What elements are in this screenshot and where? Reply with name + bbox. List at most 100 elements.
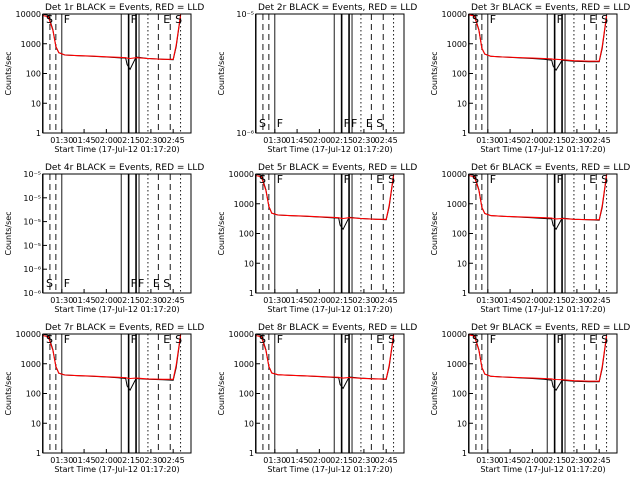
y-axis-label: Counts/sec <box>217 51 226 95</box>
chart-title: Det 9r BLACK = Events, RED = LLD <box>471 323 630 333</box>
phase-marker-label: S <box>259 333 266 346</box>
plot-frame <box>42 173 192 294</box>
y-tick-label: 10 <box>457 419 467 428</box>
x-tick-label: 02:00 <box>521 136 544 145</box>
x-tick-label: 01:30 <box>263 456 286 465</box>
x-tick-label: 02:45 <box>375 296 398 305</box>
x-tick-label: 01:30 <box>50 456 73 465</box>
x-tick-label: 02:45 <box>588 456 611 465</box>
y-axis-label: Counts/sec <box>217 211 226 255</box>
phase-marker-label: S <box>601 173 608 186</box>
detector-panel: Det 9r BLACK = Events, RED = LLD S F F E S 1 10… <box>426 320 639 480</box>
x-tick-label: 02:00 <box>95 136 118 145</box>
x-tick-label: 02:30 <box>565 456 588 465</box>
x-tick-label: 01:30 <box>263 296 286 305</box>
plot-frame <box>468 13 618 134</box>
x-tick-label: 01:30 <box>50 136 73 145</box>
detector-panel: Det 5r BLACK = Events, RED = LLD S F F E S 1 10… <box>213 160 426 320</box>
y-tick-label: 1 <box>249 289 254 298</box>
y-axis-label: Counts/sec <box>4 51 13 95</box>
y-axis-label: Counts/sec <box>4 211 13 255</box>
phase-marker-label: F <box>277 117 283 130</box>
x-tick-label: 01:30 <box>476 136 499 145</box>
x-tick-label: 02:45 <box>588 296 611 305</box>
phase-marker-label: F <box>490 333 496 346</box>
y-tick-label: 10 <box>457 99 467 108</box>
lld-series-line <box>468 174 608 221</box>
x-tick-label: 01:30 <box>476 456 499 465</box>
detector-panel: Det 1r BLACK = Events, RED = LLD S F F E S 1 10… <box>0 0 213 160</box>
phase-marker-label: S <box>175 333 182 346</box>
phase-marker-label: S <box>601 13 608 26</box>
phase-marker-label: F <box>277 173 283 186</box>
x-tick-label: 02:45 <box>162 456 185 465</box>
x-tick-label: 02:30 <box>565 296 588 305</box>
y-tick-label: 10 <box>31 99 41 108</box>
x-tick-label: 02:15 <box>543 456 566 465</box>
x-tick-label: 02:15 <box>330 296 353 305</box>
y-tick-label: 1 <box>36 129 41 138</box>
x-tick-label: 02:15 <box>117 136 140 145</box>
y-tick-label: 1000 <box>21 360 41 369</box>
x-tick-label: 02:15 <box>117 456 140 465</box>
x-tick-label: 01:45 <box>73 296 96 305</box>
x-axis-label: Start Time (17-Jul-12 01:17:20) <box>480 465 605 474</box>
x-tick-label: 02:00 <box>95 456 118 465</box>
chart-title: Det 3r BLACK = Events, RED = LLD <box>471 3 630 13</box>
phase-marker-label: S <box>46 277 53 290</box>
x-axis-label: Start Time (17-Jul-12 01:17:20) <box>480 305 605 314</box>
phase-marker-label: F <box>277 333 283 346</box>
y-tick-label: 10⁻⁶ <box>23 265 41 274</box>
phase-marker-label: S <box>46 333 53 346</box>
chart-title: Det 6r BLACK = Events, RED = LLD <box>471 163 630 173</box>
x-tick-label: 02:15 <box>543 296 566 305</box>
phase-marker-label: F <box>138 277 144 290</box>
lld-series-line <box>42 334 182 380</box>
phase-marker-label: F <box>131 13 137 26</box>
y-tick-label: 10000 <box>229 170 254 179</box>
phase-marker-label: S <box>388 333 395 346</box>
detector-panel: Det 8r BLACK = Events, RED = LLD S F F E S 1 10… <box>213 320 426 480</box>
y-tick-label: 1000 <box>447 200 467 209</box>
phase-marker-label: E <box>163 333 170 346</box>
y-axis-label: Counts/sec <box>217 371 226 415</box>
y-axis-label: Counts/sec <box>430 371 439 415</box>
y-tick-label: 1 <box>36 449 41 458</box>
x-tick-label: 01:45 <box>73 136 96 145</box>
y-tick-label: 10000 <box>442 170 467 179</box>
phase-marker-label: S <box>472 13 479 26</box>
x-tick-label: 02:00 <box>521 296 544 305</box>
phase-marker-label: F <box>344 173 350 186</box>
x-tick-label: 01:45 <box>286 296 309 305</box>
lld-series-line <box>255 334 395 380</box>
plot-frame <box>255 333 405 454</box>
plot-frame <box>42 333 192 454</box>
y-tick-label: 100 <box>26 70 41 79</box>
x-tick-label: 02:30 <box>352 296 375 305</box>
y-tick-label: 10 <box>31 419 41 428</box>
phase-marker-label: E <box>163 13 170 26</box>
lld-series-line <box>42 14 182 60</box>
y-tick-label: 1 <box>249 449 254 458</box>
y-axis-label: Counts/sec <box>430 211 439 255</box>
y-tick-label: 1 <box>462 289 467 298</box>
x-axis-label: Start Time (17-Jul-12 01:17:20) <box>54 465 179 474</box>
y-tick-label: 1 <box>462 449 467 458</box>
detector-panel: Det 4r BLACK = Events, RED = LLD S F F F E S 10… <box>0 160 213 320</box>
x-tick-label: 01:30 <box>263 136 286 145</box>
x-tick-label: 02:30 <box>352 136 375 145</box>
x-tick-label: 02:00 <box>95 296 118 305</box>
y-tick-label: 10000 <box>442 10 467 19</box>
phase-marker-label: S <box>601 333 608 346</box>
y-tick-label: 100 <box>452 70 467 79</box>
phase-marker-label: F <box>490 173 496 186</box>
phase-marker-label: E <box>589 333 596 346</box>
chart-title: Det 5r BLACK = Events, RED = LLD <box>258 163 417 173</box>
y-tick-label: 10⁻⁵ <box>23 194 41 203</box>
y-tick-label: 100 <box>452 390 467 399</box>
